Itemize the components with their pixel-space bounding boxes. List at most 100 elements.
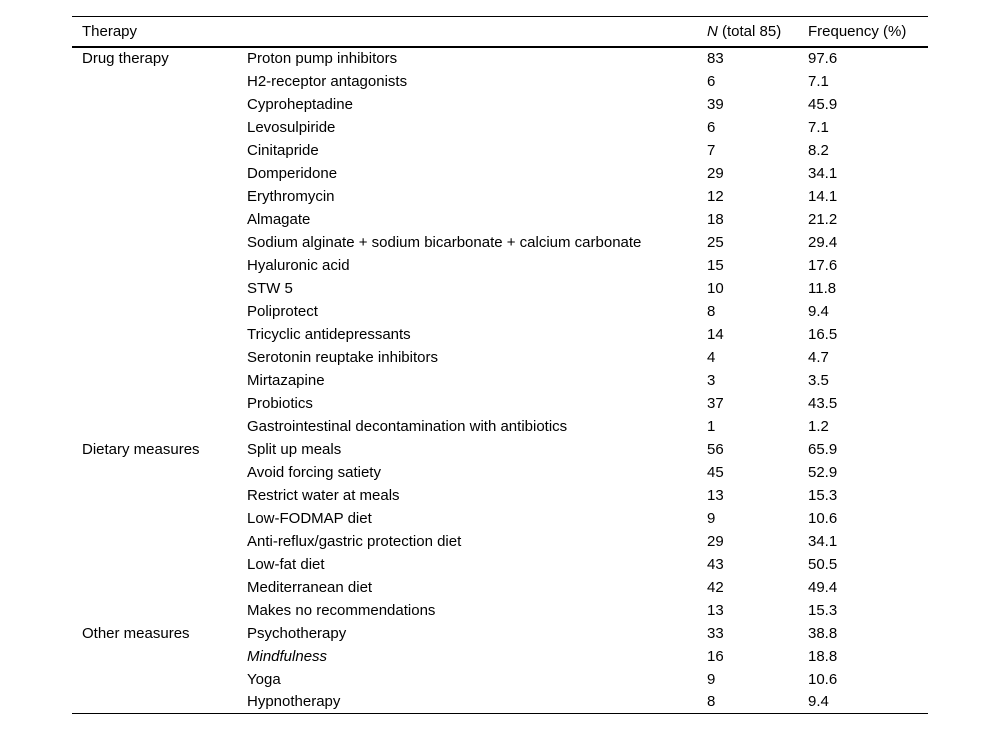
table-body: Drug therapy Proton pump inhibitors 8 3 97.6…: [72, 47, 928, 714]
therapy-item-cell: Poliprotect: [247, 302, 318, 320]
n-value-cell: 3: [707, 371, 716, 389]
n-value-cell: 10: [707, 279, 724, 297]
n-value-cell: 6: [707, 118, 716, 136]
frequency-value-cell: 8.2: [808, 141, 829, 159]
n-value-cell: 43: [707, 555, 724, 573]
therapy-frequency-table-container: Therapy N (total 85) Frequency (%) Drug …: [72, 16, 928, 714]
therapy-category-cell: [72, 392, 247, 415]
n-value-cell: 25: [707, 233, 724, 251]
n-value-cell: 15: [707, 256, 724, 274]
table-row: Yoga 9 10.6: [72, 668, 928, 691]
n-value-cell: 56: [707, 440, 724, 458]
therapy-item-cell: Sodium alginate + sodium bicarbonate + c…: [247, 233, 642, 251]
n-value-cell: 13: [707, 601, 724, 619]
therapy-item-cell: Split up meals: [247, 440, 342, 458]
therapy-item-cell: Hypnotherapy: [247, 693, 341, 711]
n-value-cell: 14: [707, 325, 724, 343]
therapy-item-cell: Tricyclic antidepressants: [247, 325, 411, 343]
therapy-category-cell: [72, 231, 247, 254]
therapy-category-cell: [72, 507, 247, 530]
table-row: Low-fat diet 43 50.5: [72, 553, 928, 576]
table-row: Almagate 18 21.2: [72, 208, 928, 231]
table-row: Hyaluronic acid 15 17.6: [72, 254, 928, 277]
therapy-item-cell: Avoid forcing satiety: [247, 463, 381, 481]
frequency-value-cell: 21.2: [808, 210, 838, 228]
therapy-category-cell: [72, 346, 247, 369]
therapy-item-cell: Mediterranean diet: [247, 578, 373, 596]
therapy-category-cell: [72, 369, 247, 392]
column-header-frequency: Frequency (%): [808, 22, 907, 40]
therapy-category-cell: [72, 254, 247, 277]
frequency-value-cell: 7.1: [808, 118, 829, 136]
frequency-value-cell: 3.5: [808, 371, 829, 389]
frequency-value-cell: 17.6: [808, 256, 838, 274]
therapy-category-cell: Other measures: [82, 624, 190, 642]
n-value-cell: 8: [707, 693, 716, 711]
n-label-italic: N: [707, 22, 718, 40]
frequency-value-cell: 34.1: [808, 532, 838, 550]
table-row: Anti-reflux/gastric protection diet 29 34.…: [72, 530, 928, 553]
therapy-item-cell: Restrict water at meals: [247, 486, 400, 504]
therapy-category-cell: [72, 70, 247, 93]
frequency-value-cell: 18.8: [808, 647, 838, 665]
therapy-category-cell: [72, 415, 247, 438]
header-row: Therapy N (total 85) Frequency (%): [72, 17, 928, 47]
therapy-category-cell: [72, 599, 247, 622]
therapy-item-cell: Cyproheptadine: [247, 95, 353, 113]
therapy-item-cell: Low-fat diet: [247, 555, 325, 573]
frequency-value-cell: 97.6: [808, 50, 838, 67]
frequency-value-cell: 4.7: [808, 348, 829, 366]
therapy-item-cell: H2-receptor antagonists: [247, 72, 408, 90]
table-row: Poliprotect 8 9.4: [72, 300, 928, 323]
therapy-category-cell: [72, 323, 247, 346]
n-value-cell: 13: [707, 486, 724, 504]
table-row: Mediterranean diet 42 49.4: [72, 576, 928, 599]
n-value-cell: 45: [707, 463, 724, 481]
table-row: Serotonin reuptake inhibitors 4 4.7: [72, 346, 928, 369]
frequency-value-cell: 1.2: [808, 417, 829, 435]
frequency-value-cell: 11.8: [808, 279, 837, 297]
n-value-cell: 9: [707, 509, 716, 527]
table-row: Probiotics 37 43.5: [72, 392, 928, 415]
n-value-cell: 39: [707, 95, 724, 113]
table-row: Mindfulness 16 18.8: [72, 645, 928, 668]
therapy-item-cell: Domperidone: [247, 164, 338, 182]
table-row: Cinitapride 7 8.2: [72, 139, 928, 162]
frequency-value-cell: 34.1: [808, 164, 838, 182]
n-value-cell: 7: [707, 141, 716, 159]
therapy-category-cell: [72, 208, 247, 231]
table-row: Avoid forcing satiety 45 52.9: [72, 461, 928, 484]
frequency-value-cell: 9.4: [808, 693, 829, 711]
frequency-value-cell: 49.4: [808, 578, 838, 596]
therapy-item-cell: Proton pump inhibitors: [247, 50, 398, 67]
table-row: Gastrointestinal decontamination with an…: [72, 415, 928, 438]
n-value-cell: 9: [707, 670, 716, 688]
n-value-cell: 1: [707, 417, 716, 435]
table-row: Hypnotherapy 8 9.4: [72, 691, 928, 714]
frequency-value-cell: 52.9: [808, 463, 838, 481]
therapy-item-cell: STW 5: [247, 279, 293, 297]
therapy-category-cell: [72, 277, 247, 300]
n-value-cell: 29: [707, 532, 724, 550]
therapy-category-cell: [72, 530, 247, 553]
table-row: Drug therapy Proton pump inhibitors 83 97.6: [72, 47, 928, 70]
table-row: Low-FODMAP diet 9 10.6: [72, 507, 928, 530]
therapy-category-cell: Drug therapy: [82, 50, 169, 67]
table-row: Cyproheptadine 39 45.9: [72, 93, 928, 116]
table-row: Mirtazapine 3 3.5: [72, 369, 928, 392]
therapy-item-cell: Hyaluronic acid: [247, 256, 350, 274]
therapy-item-cell: Anti-reflux/gastric protection diet: [247, 532, 462, 550]
table-row: Dietary measures Split up meals 56 65.9: [72, 438, 928, 461]
therapy-category-cell: [72, 668, 247, 691]
n-value-cell: 4: [707, 348, 716, 366]
table-header: Therapy N (total 85) Frequency (%): [72, 17, 928, 47]
therapy-category-cell: [72, 116, 247, 139]
frequency-value-cell: 10.6: [808, 670, 838, 688]
frequency-value-cell: 14.1: [808, 187, 838, 205]
frequency-value-cell: 45.9: [808, 95, 838, 113]
table-row: Levosulpiride 6 7.1: [72, 116, 928, 139]
therapy-item-cell: Gastrointestinal decontamination with an…: [247, 417, 568, 435]
frequency-value-cell: 16.5: [808, 325, 838, 343]
therapy-item-cell: Cinitapride: [247, 141, 319, 159]
therapy-item-cell: Low-FODMAP diet: [247, 509, 372, 527]
